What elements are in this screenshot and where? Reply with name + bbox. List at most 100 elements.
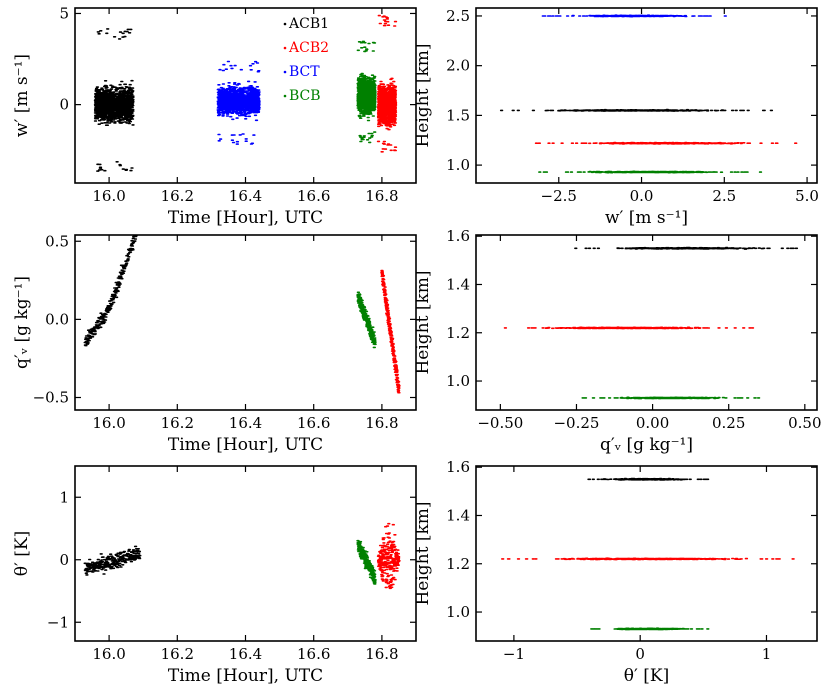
series-acb1	[499, 108, 774, 112]
x-tick-label: −0.25	[553, 414, 599, 432]
series-bct	[541, 14, 727, 18]
legend-label-bct: BCT	[289, 64, 320, 80]
x-tick-label: 16.0	[92, 414, 125, 432]
y-tick-label: 1	[59, 488, 69, 506]
y-tick-label: 5	[59, 4, 69, 22]
y-tick-label: 0.0	[45, 310, 69, 328]
y-tick-label: −1	[47, 613, 69, 631]
x-tick-label: 2.5	[712, 187, 736, 205]
y-axis-label: Height [km]	[413, 43, 433, 147]
x-tick-label: 16.2	[161, 645, 194, 663]
x-tick-label: −0.50	[477, 414, 523, 432]
series-acb2	[534, 141, 798, 145]
x-tick-label: 16.0	[92, 187, 125, 205]
plot-area	[83, 235, 401, 394]
x-axis-label: Time [Hour], UTC	[168, 666, 323, 686]
panel-p4: −0.50 −0.25 0.00 0.25 0.50 1.0 1.2 1.4 1.6 q′ᵥ [g…	[413, 227, 822, 455]
series-acb1	[83, 235, 138, 347]
y-tick-label: −0.5	[33, 389, 69, 407]
x-axis-label: q′ᵥ [g kg⁻¹]	[600, 435, 693, 455]
x-tick-label: 16.4	[229, 414, 262, 432]
x-tick-label: 1	[762, 645, 772, 663]
axes-frame	[475, 7, 818, 184]
x-axis-label: Time [Hour], UTC	[168, 208, 323, 228]
series-acb2	[376, 14, 398, 153]
series-acb2	[503, 326, 755, 330]
legend-label-acb2: ACB2	[288, 40, 329, 56]
series-bct	[216, 60, 261, 145]
series-bcb	[356, 539, 377, 585]
plot-area	[503, 246, 799, 400]
panel-p1: 16.0 16.2 16.4 16.6 16.8 0 5 Time [Hour], UTC w′…	[12, 4, 417, 228]
series-bcb	[590, 627, 710, 631]
series-bcb	[356, 40, 377, 144]
y-axis-label: w′ [m s⁻¹]	[12, 54, 32, 137]
panel-p5: 16.0 16.2 16.4 16.6 16.8 −1 0 1 Time [Hour], UTC…	[12, 465, 417, 686]
chart-panels: 16.0 16.2 16.4 16.6 16.8 0 5 Time [Hour], UTC w′…	[12, 4, 822, 686]
y-tick-label: 0	[59, 551, 69, 569]
series-bcb	[356, 291, 377, 349]
x-tick-label: 16.8	[365, 187, 398, 205]
x-tick-label: 16.8	[365, 414, 398, 432]
x-tick-label: −1	[503, 645, 525, 663]
x-tick-label: 16.4	[229, 645, 262, 663]
y-tick-label: 1.0	[446, 603, 470, 621]
axes-frame	[475, 465, 818, 642]
series-acb1	[574, 246, 799, 250]
y-axis-label: Height [km]	[413, 270, 433, 374]
x-tick-label: 16.8	[365, 645, 398, 663]
series-bcb	[538, 170, 763, 174]
x-axis-label: Time [Hour], UTC	[168, 435, 323, 455]
x-tick-label: −2.5	[541, 187, 577, 205]
y-tick-label: 1.4	[446, 275, 470, 293]
y-tick-label: 1.0	[446, 156, 470, 174]
axes-frame	[475, 234, 818, 411]
y-tick-label: 2.5	[446, 7, 470, 25]
legend-label-bcb: BCB	[289, 88, 321, 104]
panel-p2: −2.5 0.0 2.5 5.0 1.0 1.5 2.0 2.5 w′ [m s⁻¹] Heigh…	[413, 7, 819, 228]
y-axis-label: Height [km]	[413, 501, 433, 605]
y-tick-label: 1.6	[446, 458, 470, 476]
series-acb2	[501, 557, 795, 561]
legend-marker-acb2	[283, 46, 287, 50]
x-tick-label: 0.00	[636, 414, 669, 432]
y-tick-label: 1.6	[446, 227, 470, 245]
x-tick-label: 16.6	[297, 414, 330, 432]
y-axis-label: θ′ [K]	[12, 531, 32, 576]
legend: ACB1 ACB2 BCT BCB	[283, 16, 329, 104]
y-tick-label: 0.5	[45, 232, 69, 250]
x-tick-label: 16.2	[161, 414, 194, 432]
x-tick-label: 0.0	[630, 187, 654, 205]
series-acb2	[376, 522, 401, 590]
plot-area	[501, 477, 795, 631]
x-tick-label: 16.0	[92, 645, 125, 663]
x-tick-label: 16.6	[297, 187, 330, 205]
y-tick-label: 0	[59, 96, 69, 114]
panel-p6: −1 0 1 1.0 1.2 1.4 1.6 θ′ [K] Height [km]	[413, 458, 818, 686]
x-tick-label: 16.2	[161, 187, 194, 205]
y-tick-label: 1.4	[446, 506, 470, 524]
y-axis-label: q′ᵥ [g kg⁻¹]	[12, 276, 32, 369]
series-acb2	[380, 269, 401, 394]
x-tick-label: 0.25	[712, 414, 745, 432]
x-tick-label: 0	[635, 645, 645, 663]
y-tick-label: 1.0	[446, 372, 470, 390]
plot-area	[499, 14, 798, 174]
x-tick-label: 0.50	[788, 414, 821, 432]
series-acb1	[93, 28, 135, 172]
legend-marker-bct	[283, 70, 287, 74]
x-tick-label: 16.4	[229, 187, 262, 205]
legend-marker-bcb	[283, 94, 287, 98]
y-tick-label: 1.5	[446, 106, 470, 124]
y-tick-label: 1.2	[446, 555, 470, 573]
legend-label-acb1: ACB1	[288, 16, 329, 32]
y-tick-label: 1.2	[446, 324, 470, 342]
y-tick-label: 2.0	[446, 57, 470, 75]
series-acb1	[83, 545, 142, 576]
plot-area	[83, 522, 401, 590]
legend-marker-acb1	[283, 22, 287, 26]
panel-p3: 16.0 16.2 16.4 16.6 16.8 −0.5 0.0 0.5 Time [Hour…	[12, 232, 417, 455]
x-tick-label: 5.0	[795, 187, 819, 205]
series-bcb	[581, 396, 761, 400]
